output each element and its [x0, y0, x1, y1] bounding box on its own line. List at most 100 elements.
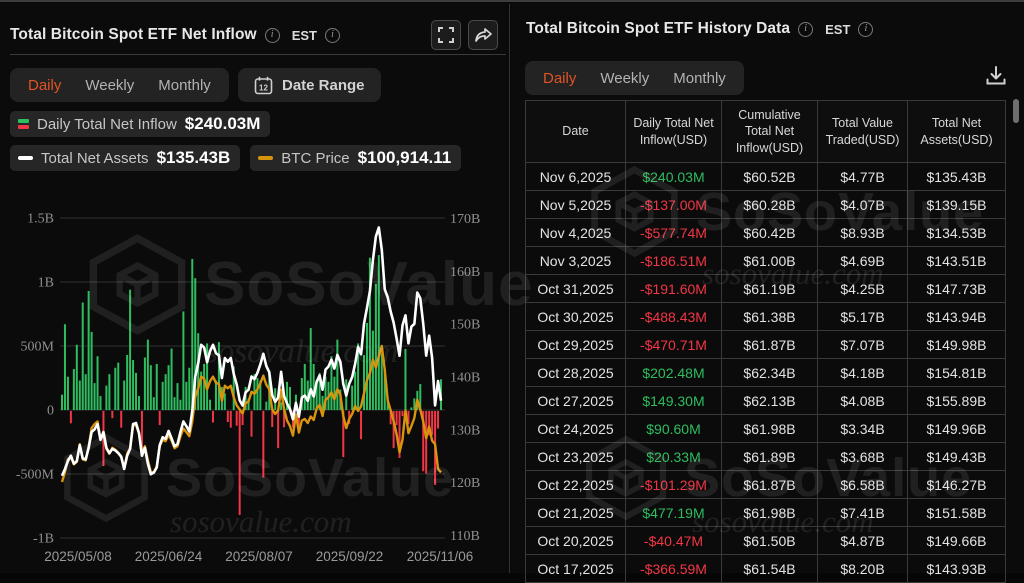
history-data-panel: Total Bitcoin Spot ETF History Data i ES…	[512, 4, 1024, 583]
column-header: Cumulative Total Net Inflow(USD)	[721, 100, 818, 163]
traded-cell: $4.87B	[817, 526, 908, 555]
panel-divider	[509, 4, 510, 573]
info-icon[interactable]: i	[858, 21, 874, 37]
traded-cell: $5.17B	[817, 302, 908, 331]
date-cell: Oct 31,2025	[525, 274, 626, 303]
table-scrollbar[interactable]	[1013, 99, 1019, 123]
legend-row-1: Daily Total Net Inflow $240.03M	[10, 111, 271, 137]
tab-weekly[interactable]: Weekly	[600, 69, 650, 87]
date-cell: Oct 17,2025	[525, 554, 626, 583]
table-row[interactable]: Nov 5,2025 -$137.00M $60.28B $4.07B $139.15B	[525, 190, 1006, 219]
sosovalue-cube-icon	[89, 234, 186, 335]
cumulative-cell: $61.19B	[721, 274, 818, 303]
tab-weekly[interactable]: Weekly	[85, 76, 135, 94]
date-cell: Nov 5,2025	[525, 190, 626, 219]
legend-daily-net-inflow[interactable]: Daily Total Net Inflow $240.03M	[10, 111, 271, 137]
share-icon	[474, 27, 492, 42]
watermark-logo: SoSoValue	[60, 432, 454, 524]
table-row[interactable]: Oct 30,2025 -$488.43M $61.38B $5.17B $143.94…	[525, 302, 1006, 331]
inflow-cell: $20.33M	[625, 442, 722, 471]
watermark-domain: sosovalue.com	[205, 334, 399, 370]
cumulative-cell: $60.42B	[721, 218, 818, 247]
date-cell: Nov 6,2025	[525, 162, 626, 191]
svg-text:2025/11/06: 2025/11/06	[407, 549, 474, 564]
cumulative-cell: $61.87B	[721, 330, 818, 359]
svg-text:160B: 160B	[450, 265, 480, 280]
chart-period-tabs: Daily Weekly Monthly	[10, 68, 229, 102]
tab-monthly[interactable]: Monthly	[673, 69, 726, 87]
traded-cell: $3.34B	[817, 414, 908, 443]
date-cell: Oct 22,2025	[525, 470, 626, 499]
table-period-tabs: Daily Weekly Monthly	[525, 61, 744, 95]
assets-cell: $155.89B	[907, 386, 1006, 415]
svg-text:12: 12	[259, 83, 268, 92]
svg-text:2025/09/22: 2025/09/22	[316, 549, 384, 564]
table-row[interactable]: Oct 23,2025 $20.33M $61.89B $3.68B $149.43B	[525, 442, 1006, 471]
net-inflow-chart-panel: Total Bitcoin Spot ETF Net Inflow i EST …	[0, 4, 532, 573]
legend-row-2: Total Net Assets $135.43B BTC Price $100…	[10, 145, 462, 171]
traded-cell: $6.58B	[817, 470, 908, 499]
traded-cell: $7.41B	[817, 498, 908, 527]
svg-text:1B: 1B	[38, 276, 54, 291]
legend-total-net-assets[interactable]: Total Net Assets $135.43B	[10, 145, 241, 171]
table-row[interactable]: Oct 29,2025 -$470.71M $61.87B $7.07B $149.98…	[525, 330, 1006, 359]
cumulative-cell: $61.89B	[721, 442, 818, 471]
cumulative-cell: $61.98B	[721, 414, 818, 443]
tab-daily[interactable]: Daily	[543, 69, 577, 87]
cumulative-cell: $62.34B	[721, 358, 818, 387]
cumulative-cell: $61.00B	[721, 246, 818, 275]
assets-cell: $154.81B	[907, 358, 1006, 387]
date-cell: Oct 29,2025	[525, 330, 626, 359]
svg-text:500M: 500M	[21, 340, 55, 355]
inflow-cell: $202.48M	[625, 358, 722, 387]
date-cell: Oct 27,2025	[525, 386, 626, 415]
table-row[interactable]: Oct 27,2025 $149.30M $62.13B $4.08B $155.89B	[525, 386, 1006, 415]
tab-daily[interactable]: Daily	[28, 76, 62, 94]
assets-cell: $143.93B	[907, 554, 1006, 583]
table-row[interactable]: Nov 6,2025 $240.03M $60.52B $4.77B $135.43B	[525, 162, 1006, 191]
date-range-label: Date Range	[282, 76, 365, 94]
inflow-cell: -$40.47M	[625, 526, 722, 555]
assets-cell: $135.43B	[907, 162, 1006, 191]
table-header-row: Date Daily Total Net Inflow(USD) Cumulativ…	[525, 100, 1006, 163]
watermark-text: SoSoValue	[166, 448, 455, 508]
table-row[interactable]: Oct 24,2025 $90.60M $61.98B $3.34B $149.96B	[525, 414, 1006, 443]
date-range-button[interactable]: 12 Date Range	[238, 68, 381, 102]
table-row[interactable]: Oct 22,2025 -$101.29M $61.87B $6.58B $146.27…	[525, 470, 1006, 499]
info-icon[interactable]: i	[798, 21, 814, 37]
assets-cell: $143.51B	[907, 246, 1006, 275]
table-row[interactable]: Oct 17,2025 -$366.59M $61.54B $8.20B $143.93…	[525, 554, 1006, 583]
table-row[interactable]: Oct 21,2025 $477.19M $61.98B $7.41B $151.58B	[525, 498, 1006, 527]
table-row[interactable]: Oct 31,2025 -$191.60M $61.19B $4.25B $147.73…	[525, 274, 1006, 303]
legend-label: BTC Price	[281, 149, 350, 167]
assets-cell: $147.73B	[907, 274, 1006, 303]
info-icon[interactable]: i	[264, 27, 280, 43]
fullscreen-button[interactable]	[431, 20, 461, 50]
download-button[interactable]	[984, 64, 1010, 90]
date-cell: Oct 21,2025	[525, 498, 626, 527]
calendar-icon: 12	[254, 76, 273, 94]
share-button[interactable]	[468, 20, 498, 50]
traded-cell: $8.20B	[817, 554, 908, 583]
inflow-cell: -$191.60M	[625, 274, 722, 303]
table-row[interactable]: Oct 28,2025 $202.48M $62.34B $4.18B $154.81B	[525, 358, 1006, 387]
svg-text:130B: 130B	[450, 423, 480, 438]
table-row[interactable]: Nov 4,2025 -$577.74M $60.42B $8.93B $134.53B	[525, 218, 1006, 247]
svg-text:110B: 110B	[450, 529, 480, 544]
inflow-cell: -$101.29M	[625, 470, 722, 499]
info-icon[interactable]: i	[324, 27, 340, 43]
timezone-label: EST	[291, 27, 317, 43]
table-row[interactable]: Nov 3,2025 -$186.51M $61.00B $4.69B $143.51B	[525, 246, 1006, 275]
traded-cell: $4.07B	[817, 190, 908, 219]
history-table[interactable]: Date Daily Total Net Inflow(USD) Cumulativ…	[525, 100, 1006, 583]
tab-monthly[interactable]: Monthly	[158, 76, 211, 94]
table-row[interactable]: Oct 20,2025 -$40.47M $61.50B $4.87B $149.66B	[525, 526, 1006, 555]
date-cell: Nov 4,2025	[525, 218, 626, 247]
table-panel-title: Total Bitcoin Spot ETF History Data	[526, 20, 791, 37]
legend-btc-price[interactable]: BTC Price $100,914.11	[250, 145, 462, 171]
assets-cell: $143.94B	[907, 302, 1006, 331]
traded-cell: $7.07B	[817, 330, 908, 359]
date-cell: Oct 24,2025	[525, 414, 626, 443]
date-cell: Oct 23,2025	[525, 442, 626, 471]
